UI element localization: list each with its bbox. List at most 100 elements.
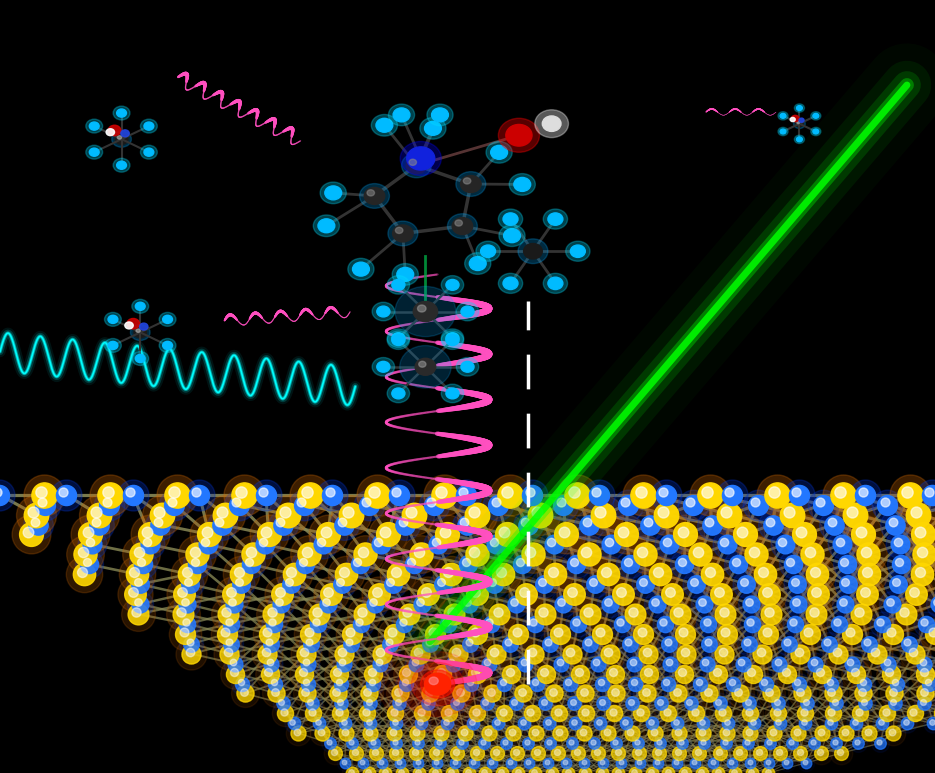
Point	[361, 727, 376, 739]
Point	[82, 536, 97, 549]
Point	[770, 697, 785, 710]
Point	[468, 746, 483, 758]
Point	[791, 727, 806, 740]
Circle shape	[415, 359, 436, 376]
Point	[856, 528, 871, 540]
Point	[655, 506, 670, 519]
Point	[484, 757, 499, 769]
Point	[395, 767, 410, 773]
Circle shape	[791, 115, 799, 121]
Point	[327, 746, 342, 758]
Circle shape	[446, 388, 459, 399]
Circle shape	[140, 145, 157, 159]
Point	[595, 628, 610, 640]
Circle shape	[118, 136, 122, 139]
Point	[669, 686, 684, 699]
Point	[602, 598, 617, 610]
Point	[268, 687, 283, 700]
Point	[555, 499, 570, 511]
Point	[831, 618, 846, 630]
Point	[558, 757, 573, 769]
Point	[512, 557, 527, 569]
Point	[373, 658, 388, 670]
Point	[461, 767, 476, 773]
Point	[323, 737, 338, 749]
Circle shape	[318, 219, 335, 233]
Point	[711, 667, 726, 679]
Point	[448, 757, 463, 769]
Point	[828, 697, 843, 710]
Point	[401, 608, 416, 620]
Point	[791, 677, 806, 690]
Point	[328, 747, 343, 759]
Point	[743, 727, 758, 740]
Point	[479, 697, 494, 710]
Point	[929, 596, 935, 608]
Circle shape	[413, 301, 438, 322]
Point	[489, 538, 504, 550]
Point	[469, 509, 484, 521]
Point	[813, 746, 827, 758]
Point	[374, 757, 389, 769]
Point	[784, 736, 798, 748]
Point	[232, 499, 247, 511]
Point	[494, 766, 509, 773]
Circle shape	[491, 145, 508, 159]
Circle shape	[794, 119, 805, 128]
Point	[355, 756, 370, 768]
Point	[687, 707, 702, 719]
Circle shape	[117, 109, 126, 117]
Point	[581, 636, 596, 649]
Point	[315, 538, 330, 550]
Point	[331, 707, 346, 719]
Point	[872, 616, 887, 628]
Point	[611, 767, 626, 773]
Point	[223, 618, 238, 630]
Point	[515, 717, 530, 729]
Circle shape	[406, 157, 426, 174]
Point	[426, 626, 441, 638]
Point	[551, 707, 566, 719]
Point	[844, 658, 859, 670]
Point	[392, 489, 407, 501]
Circle shape	[131, 325, 150, 340]
Point	[214, 506, 229, 519]
Point	[761, 628, 776, 640]
Point	[569, 489, 584, 501]
Point	[874, 618, 889, 630]
Point	[223, 618, 238, 630]
Point	[311, 608, 326, 620]
Point	[558, 757, 573, 769]
Point	[621, 499, 636, 511]
Point	[794, 687, 809, 700]
Point	[712, 697, 727, 710]
Point	[861, 548, 876, 560]
Point	[356, 608, 371, 620]
Point	[659, 676, 674, 689]
Point	[433, 486, 448, 499]
Point	[266, 608, 280, 620]
Point	[788, 596, 803, 608]
Point	[427, 767, 442, 773]
Point	[366, 596, 381, 608]
Point	[780, 667, 795, 679]
Point	[458, 489, 473, 501]
Point	[741, 737, 755, 749]
Point	[447, 608, 462, 620]
Point	[371, 656, 386, 669]
Circle shape	[813, 114, 819, 118]
Point	[791, 677, 806, 690]
Point	[763, 516, 778, 529]
Point	[831, 648, 846, 660]
Point	[461, 636, 476, 649]
Circle shape	[419, 361, 426, 367]
Point	[636, 628, 651, 640]
Point	[885, 598, 899, 610]
Point	[152, 519, 167, 531]
Point	[368, 747, 383, 759]
Point	[595, 696, 610, 709]
Point	[670, 746, 685, 758]
Point	[600, 727, 615, 740]
Point	[261, 628, 276, 640]
Point	[361, 767, 376, 773]
